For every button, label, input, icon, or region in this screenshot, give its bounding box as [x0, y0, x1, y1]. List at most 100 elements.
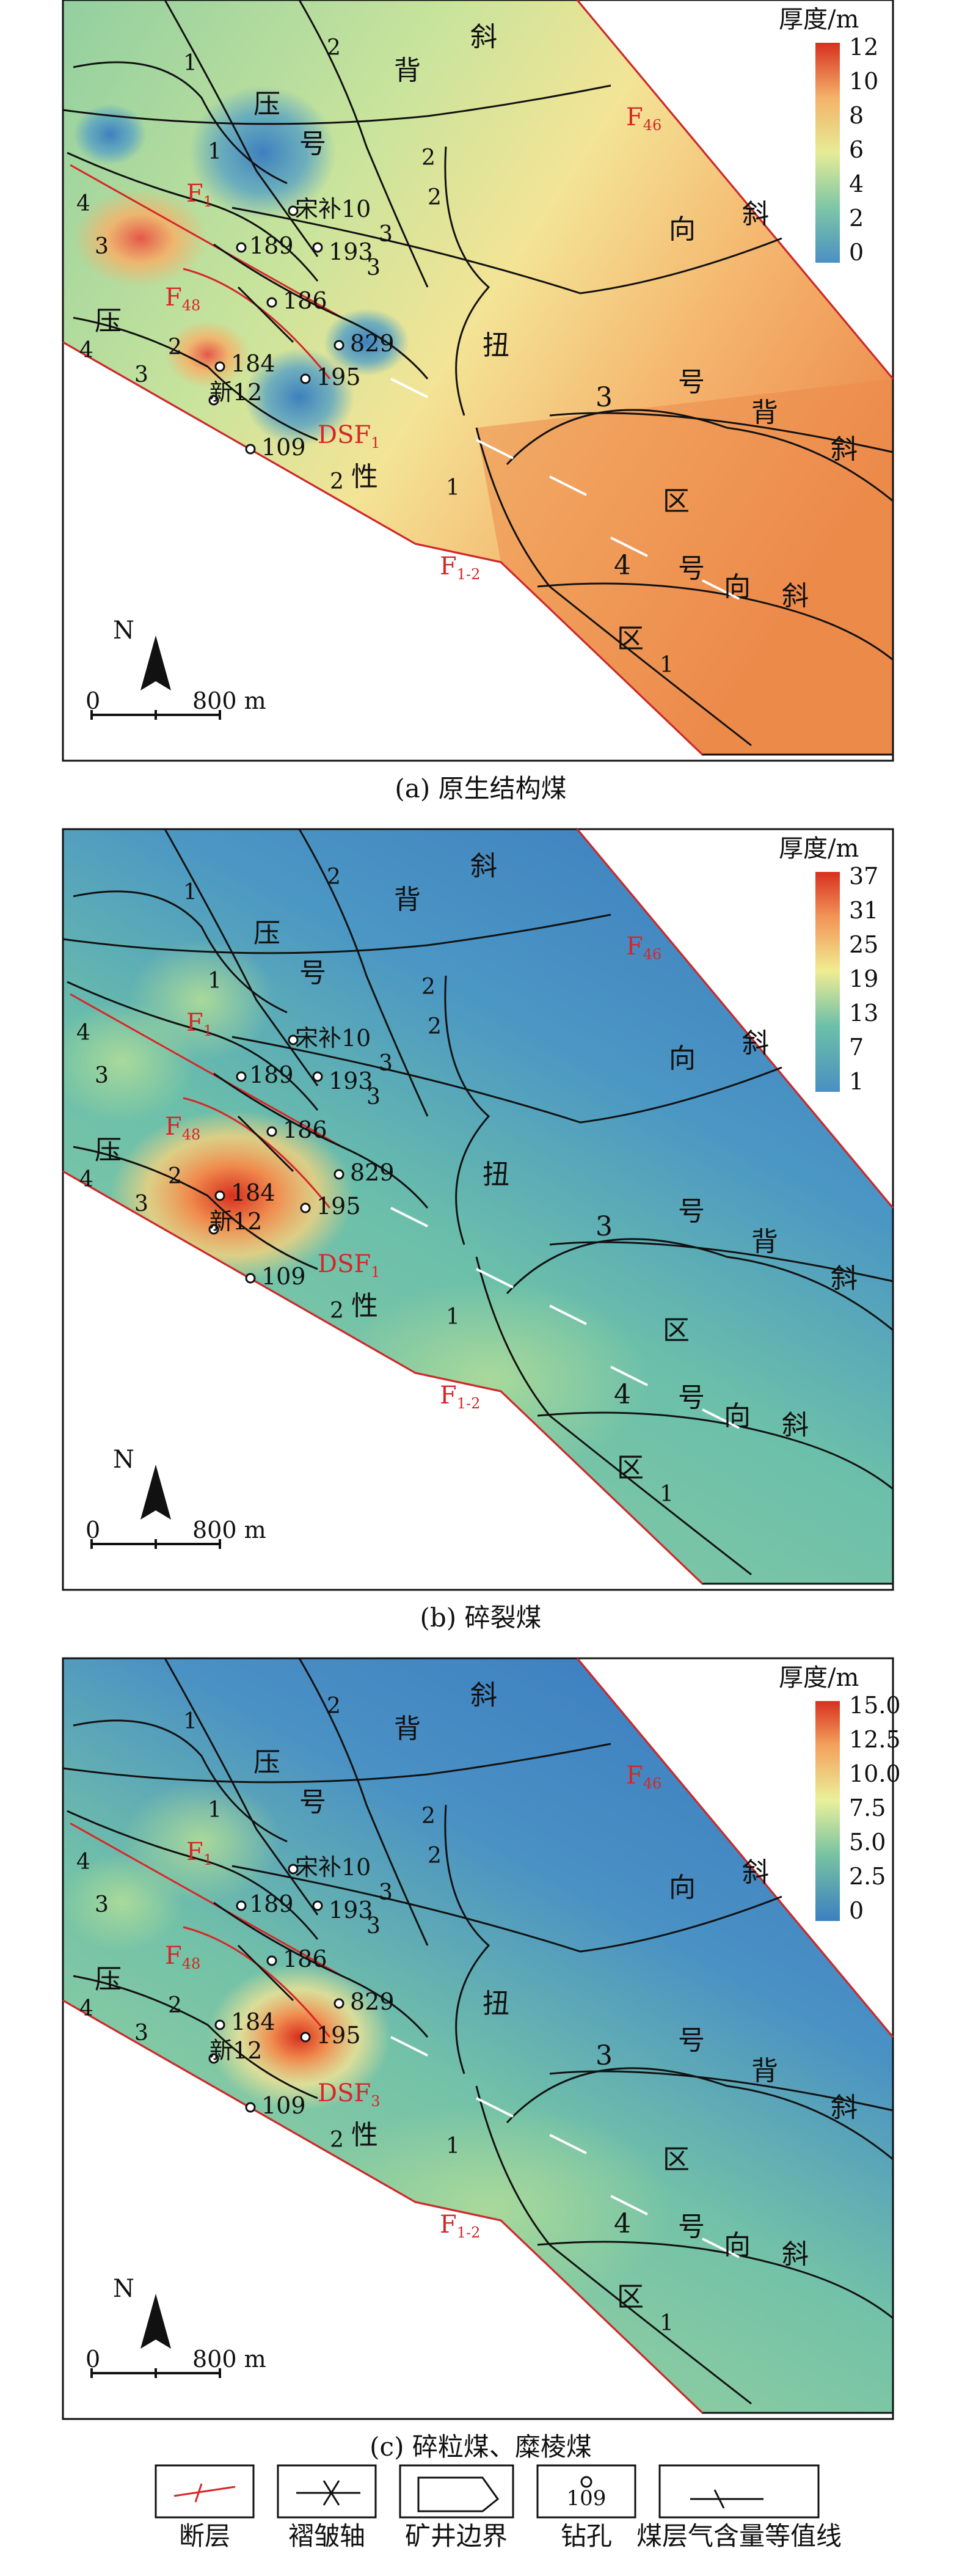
fault-line-f46 — [576, 1658, 894, 2038]
legend-tick-1: 10 — [849, 68, 878, 95]
scale-distance-label: 800 m — [192, 687, 266, 714]
structure-label-bei: 背 — [394, 55, 421, 86]
legend-tick-0: 15.0 — [849, 1692, 901, 1719]
structure-label-xie2: 斜 — [742, 199, 769, 230]
well-label-w184: 184 — [231, 2008, 275, 2035]
structure-label-xie4: 斜 — [782, 580, 809, 612]
contour-value-c10: 2 — [330, 469, 344, 494]
fault-subscript-dsf: 3 — [371, 2093, 380, 2110]
color-ramp — [815, 872, 840, 1092]
north-arrow-icon — [140, 1465, 171, 1520]
gas-dashes — [390, 1207, 740, 1429]
contour-value-c6: 3 — [95, 1892, 109, 1917]
contour-value-c11: 1 — [446, 2134, 460, 2159]
structure-label-no4: 4 — [614, 550, 631, 581]
contour-value-c1: 1 — [183, 51, 197, 76]
well-marker-w12 — [208, 2053, 219, 2064]
contour-value-c9: 3 — [134, 1191, 148, 1217]
well-label-w189: 189 — [249, 232, 294, 259]
scale-bar — [90, 1539, 221, 1549]
contour-value-c12: 1 — [660, 1482, 674, 1507]
well-label-w195: 195 — [316, 2022, 361, 2049]
contour-value-c12: 1 — [660, 653, 674, 678]
legend-tick-1: 12.5 — [849, 1726, 901, 1753]
legend-tick-6: 0 — [849, 239, 864, 266]
legend-tick-3: 6 — [849, 136, 864, 163]
structure-label-niu: 扭 — [483, 1159, 509, 1190]
structure-label-ya2: 压 — [95, 1964, 122, 1995]
contour-value-c5: 4 — [76, 191, 90, 216]
north-label: N — [113, 617, 134, 645]
structure-label-hao3: 号 — [678, 2025, 705, 2056]
legend-tick-6: 0 — [849, 1897, 864, 1924]
contour-value-c2: 2 — [327, 35, 341, 60]
legend-tick-0: 37 — [849, 863, 878, 890]
north-arrow-icon — [140, 635, 171, 690]
well-label-w12: 新12 — [210, 379, 262, 406]
fault-line-boundary — [62, 1999, 416, 2203]
map-legend: 断层 褶皱轴 矿井边界 钻孔 煤层气含量等值线 109 — [155, 2464, 842, 2551]
legend-tick-4: 5.0 — [849, 1829, 886, 1856]
well-marker-w184 — [214, 1190, 225, 1201]
legend-tick-2: 8 — [849, 102, 864, 129]
legend-tick-4: 4 — [849, 170, 864, 197]
well-marker-w186 — [266, 297, 277, 308]
structure-label-hao3: 号 — [678, 1196, 705, 1227]
well-marker-w193 — [312, 1071, 323, 1082]
fault-subscript-f1: 1 — [203, 1851, 213, 1868]
contour-value-c9: 3 — [134, 2021, 148, 2046]
well-marker-w195 — [300, 373, 311, 384]
well-label-w109: 109 — [261, 434, 306, 461]
panel-caption: (c) 碎粒煤、糜棱煤 — [370, 2432, 592, 2462]
fault-line-f1 — [70, 164, 343, 319]
structure-label-ya: 压 — [253, 89, 280, 120]
structure-label-xing: 性 — [351, 1290, 378, 1322]
contour-lines — [67, 829, 894, 1576]
well-marker-w193 — [312, 242, 323, 253]
well-label-w186: 186 — [283, 1945, 327, 1972]
well-label-w12: 新12 — [210, 1208, 262, 1235]
scale-zero-label: 0 — [86, 2346, 100, 2373]
fault-subscript-f1: 1 — [203, 1022, 213, 1039]
contour-value-c6: 3 — [95, 234, 109, 259]
fault-line-f1-2 — [415, 1372, 704, 1585]
fault-subscript-f46: 46 — [643, 117, 662, 134]
gas-dashes — [390, 2036, 740, 2258]
contour-value-c13: 2 — [421, 1804, 435, 1829]
contour-value-c11: 1 — [446, 1304, 460, 1330]
contour-value-c7: 2 — [168, 335, 182, 360]
well-marker-w10 — [288, 205, 299, 216]
contour-value-c14: 1 — [208, 968, 222, 993]
contour-value-c15: 3 — [366, 1085, 381, 1110]
structure-label-bei3: 背 — [751, 1226, 778, 1257]
well-marker-w109 — [245, 444, 256, 455]
contour-value-c3: 2 — [428, 1843, 442, 1868]
contour-value-c13: 2 — [421, 145, 435, 170]
structure-label-xiang4: 向 — [724, 571, 751, 602]
contour-lines — [67, 1658, 894, 2405]
contour-value-c8: 4 — [79, 1996, 93, 2021]
fold-axes — [62, 913, 894, 1490]
structure-label-xiang4: 向 — [724, 1400, 751, 1432]
structure-label-xiang: 向 — [669, 1872, 696, 1903]
structure-label-xie2: 斜 — [742, 1857, 769, 1888]
structure-label-xie3: 斜 — [831, 1263, 858, 1294]
contour-value-c9: 3 — [134, 362, 148, 387]
well-marker-w829 — [333, 1169, 344, 1180]
contour-value-c7: 2 — [168, 1164, 182, 1189]
fault-subscript-f48: 48 — [182, 1955, 201, 1972]
north-label: N — [113, 1446, 134, 1474]
structure-label-ya: 压 — [253, 1747, 280, 1778]
scale-zero-label: 0 — [86, 687, 100, 714]
structure-label-niu: 扭 — [483, 1988, 509, 2019]
color-ramp — [815, 43, 840, 263]
well-marker-w12 — [208, 395, 219, 406]
well-marker-w186 — [266, 1126, 277, 1137]
structure-label-xing: 性 — [351, 461, 378, 492]
scale-zero-label: 0 — [86, 1517, 100, 1543]
structure-label-ya: 压 — [253, 918, 280, 949]
contour-value-c11: 1 — [446, 475, 460, 500]
well-marker-w189 — [236, 242, 247, 253]
